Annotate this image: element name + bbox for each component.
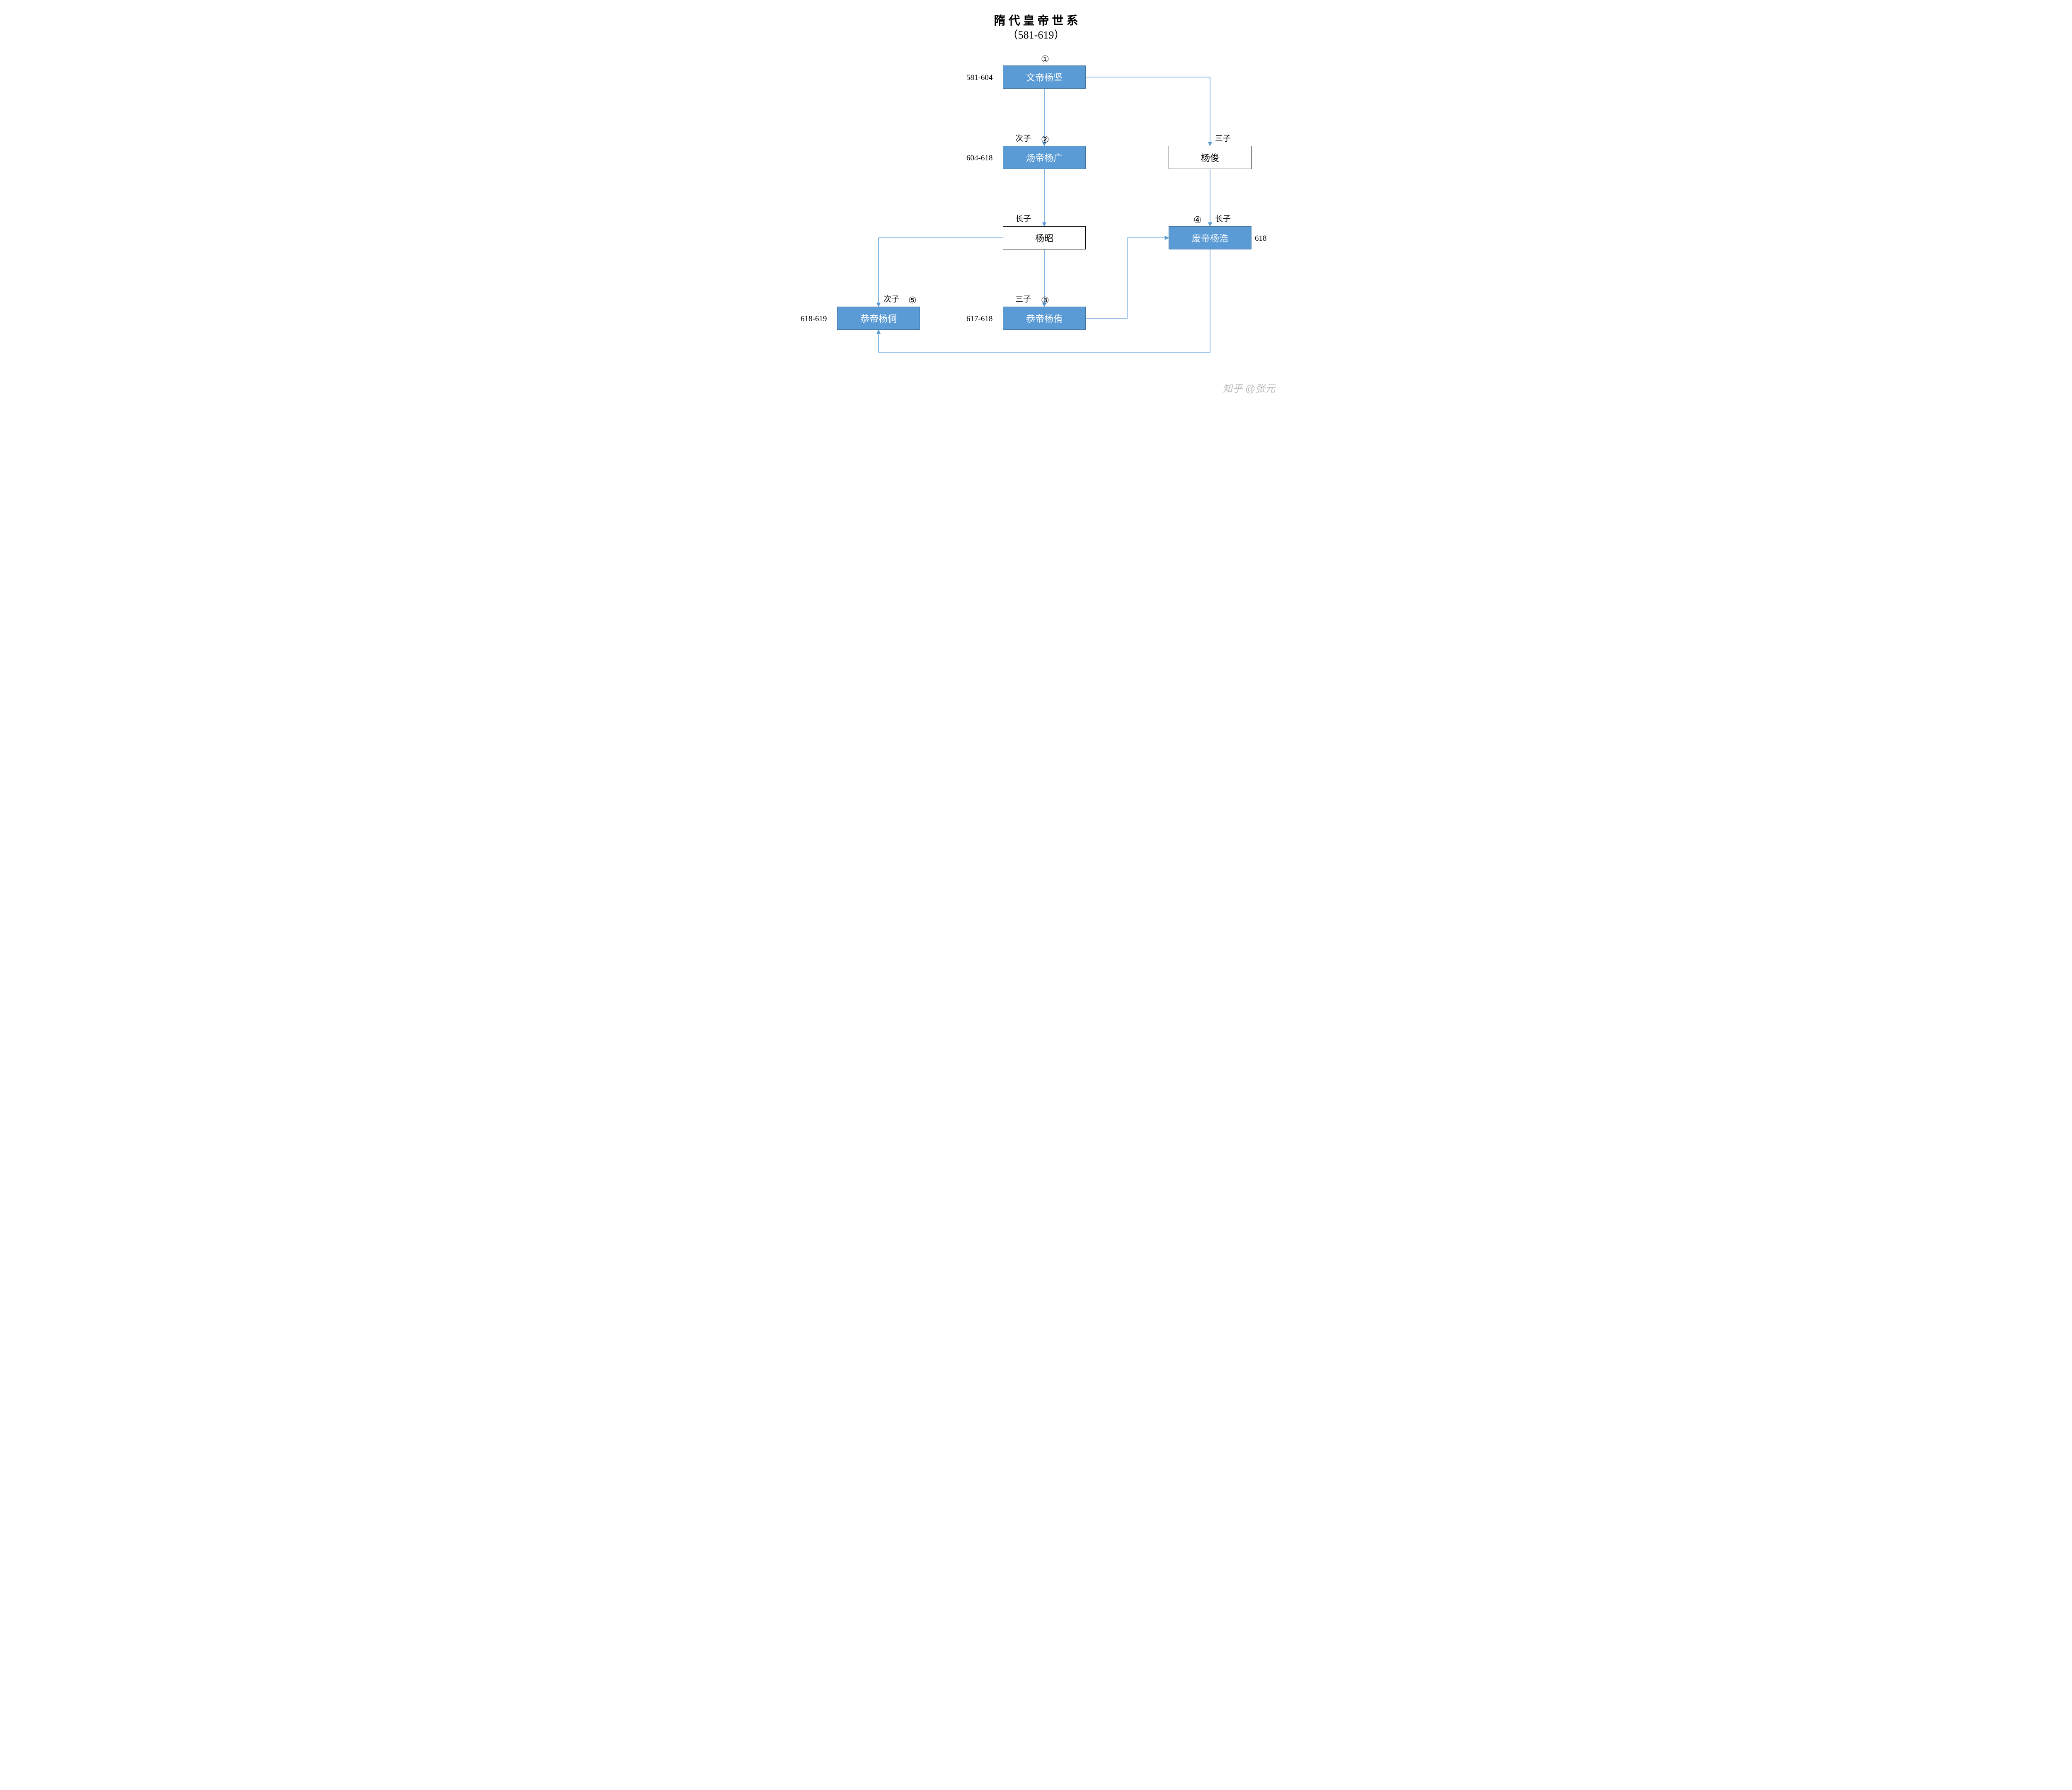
diagram-title: 隋 代 皇 帝 世 系 — [771, 12, 1301, 28]
order-yangdi: ② — [1041, 134, 1049, 145]
relation-gongyou: 三子 — [1015, 293, 1031, 304]
node-yangzhao: 杨昭 — [1003, 226, 1086, 249]
reign-gongtong: 618-619 — [801, 314, 827, 324]
reign-feidi: 618 — [1255, 234, 1267, 243]
node-label: 废帝杨浩 — [1192, 231, 1228, 244]
reign-yangdi: 604-618 — [966, 154, 992, 163]
edge — [1086, 77, 1210, 146]
reign-gongyou: 617-618 — [966, 314, 992, 324]
diagram-canvas: 隋 代 皇 帝 世 系 （581-619） 文帝杨坚 ① 581-604 炀帝杨广 ② 6… — [771, 0, 1301, 398]
node-label: 杨昭 — [1035, 231, 1053, 244]
edges-layer — [771, 0, 1301, 398]
relation-yangdi: 次子 — [1015, 132, 1031, 143]
relation-gongtong: 次子 — [884, 293, 899, 304]
edge — [1086, 238, 1169, 318]
node-label: 炀帝杨广 — [1026, 151, 1063, 164]
node-label: 文帝杨坚 — [1026, 70, 1063, 84]
relation-yangzhao: 长子 — [1015, 213, 1031, 224]
order-gongyou: ③ — [1041, 295, 1049, 306]
reign-wendi: 581-604 — [966, 73, 992, 82]
order-gongtong: ⑤ — [908, 295, 917, 306]
node-yangjun: 杨俊 — [1169, 146, 1251, 169]
node-label: 杨俊 — [1201, 151, 1219, 164]
node-wendi: 文帝杨坚 — [1003, 65, 1086, 89]
node-feidi: 废帝杨浩 — [1169, 226, 1251, 249]
diagram-subtitle: （581-619） — [771, 27, 1301, 42]
order-wendi: ① — [1041, 54, 1049, 65]
watermark: 知乎 @张元 — [1222, 380, 1275, 395]
node-yangdi: 炀帝杨广 — [1003, 146, 1086, 169]
node-label: 恭帝杨侗 — [860, 312, 897, 325]
relation-yangjun: 三子 — [1215, 132, 1231, 143]
relation-feidi: 长子 — [1215, 213, 1231, 224]
node-gongyou: 恭帝杨侑 — [1003, 307, 1086, 330]
node-label: 恭帝杨侑 — [1026, 312, 1063, 325]
node-gongtong: 恭帝杨侗 — [837, 307, 920, 330]
order-feidi: ④ — [1193, 215, 1202, 225]
